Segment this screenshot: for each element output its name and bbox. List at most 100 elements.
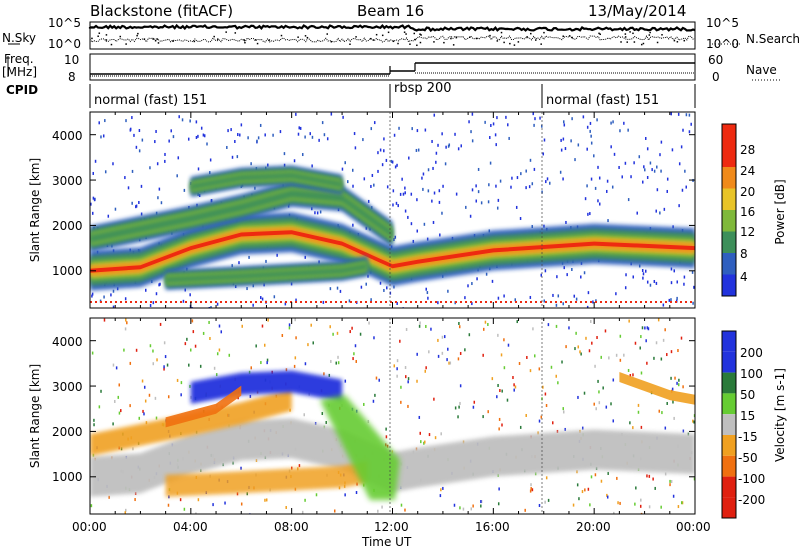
x-tick: 04:00 (173, 520, 208, 534)
power-speckle (236, 155, 239, 159)
power-colorbar-tick: 20 (740, 185, 756, 199)
power-speckle (426, 237, 429, 241)
velocity-speckle (607, 471, 609, 475)
power-speckle (525, 186, 527, 190)
velocity-speckle (208, 320, 210, 324)
power-colorbar-cell (722, 253, 736, 275)
power-speckle (348, 299, 351, 303)
velocity-speckle (637, 410, 640, 414)
velocity-speckle (288, 326, 291, 330)
power-speckle (230, 128, 232, 132)
velocity-speckle (677, 505, 680, 509)
power-speckle (627, 198, 630, 202)
power-speckle (367, 199, 370, 203)
power-speckle (427, 189, 430, 193)
noise-dot (419, 33, 421, 35)
velocity-speckle (598, 390, 600, 394)
power-speckle (571, 117, 573, 121)
power-speckle (556, 275, 558, 279)
noise-dot (633, 41, 636, 43)
velocity-speckle (312, 341, 314, 345)
velocity-speckle (579, 350, 581, 354)
velocity-speckle (496, 395, 498, 399)
power-speckle (543, 224, 545, 228)
power-speckle (468, 120, 470, 124)
power-speckle (641, 268, 644, 272)
power-speckle (623, 121, 625, 125)
velocity-speckle (329, 325, 331, 329)
velocity-speckle (658, 409, 661, 413)
power-band-layer (190, 172, 343, 190)
power-speckle (164, 152, 166, 156)
velocity-speckle (266, 361, 268, 365)
power-speckle (365, 282, 367, 286)
velocity-speckle (576, 470, 578, 474)
power-speckle (485, 272, 488, 276)
noise-dot (375, 33, 378, 36)
power-colorbar-tick: 16 (740, 205, 756, 219)
power-speckle (656, 188, 659, 192)
noise-dot (97, 35, 99, 37)
velocity-speckle (407, 377, 410, 381)
power-speckle (177, 156, 180, 160)
velocity-speckle (163, 341, 166, 345)
velocity-speckle (236, 492, 239, 496)
power-speckle (546, 177, 549, 181)
velocity-colorbar-tick: 15 (740, 409, 756, 423)
velocity-speckle (212, 503, 214, 507)
power-speckle (395, 201, 398, 205)
velocity-speckle (325, 421, 327, 425)
velocity-heatmap (90, 318, 695, 514)
velocity-speckle (255, 344, 257, 348)
noise-dot (455, 36, 458, 39)
power-speckle (362, 138, 364, 142)
velocity-speckle (498, 487, 500, 491)
power-speckle (131, 201, 133, 205)
power-speckle (370, 298, 372, 302)
noise-dot (136, 34, 138, 37)
noise-dot (640, 43, 643, 46)
velocity-speckle (261, 324, 264, 328)
noise-dot (154, 39, 157, 42)
power-speckle (141, 138, 144, 142)
velocity-speckle (124, 511, 127, 514)
power-speckle (507, 123, 509, 127)
velocity-speckle (295, 336, 297, 340)
velocity-speckle (167, 395, 170, 399)
velocity-speckle (590, 319, 592, 323)
power-speckle (678, 204, 680, 208)
power-speckle (267, 163, 269, 167)
velocity-speckle (661, 411, 663, 415)
power-speckle (630, 175, 632, 179)
velocity-speckle (640, 371, 643, 375)
velocity-speckle (425, 324, 427, 328)
velocity-colorbar (721, 330, 737, 519)
power-speckle (666, 189, 668, 193)
velocity-speckle (428, 350, 430, 354)
velocity-speckle (400, 400, 402, 404)
power-speckle (189, 293, 191, 297)
velocity-colorbar-cell (722, 455, 736, 477)
power-speckle (398, 126, 400, 130)
power-speckle (363, 177, 366, 181)
power-speckle (673, 269, 676, 273)
velocity-speckle (447, 347, 449, 351)
power-speckle (264, 133, 266, 137)
cpid-segment-label: normal (fast) 151 (94, 93, 208, 108)
velocity-speckle (126, 321, 128, 325)
velocity-speckle (118, 411, 121, 415)
velocity-speckle (218, 324, 221, 328)
velocity-speckle (647, 327, 650, 331)
power-speckle (663, 207, 666, 211)
power-speckle (238, 261, 240, 265)
power-speckle (688, 113, 691, 117)
velocity-speckle (434, 436, 437, 440)
power-speckle (373, 183, 375, 187)
power-speckle (532, 112, 534, 116)
velocity-speckle (634, 502, 636, 506)
power-speckle (688, 130, 691, 134)
power-speckle (660, 140, 663, 144)
power-speckle (610, 145, 612, 149)
velocity-speckle (135, 348, 138, 352)
power-speckle (560, 148, 563, 152)
